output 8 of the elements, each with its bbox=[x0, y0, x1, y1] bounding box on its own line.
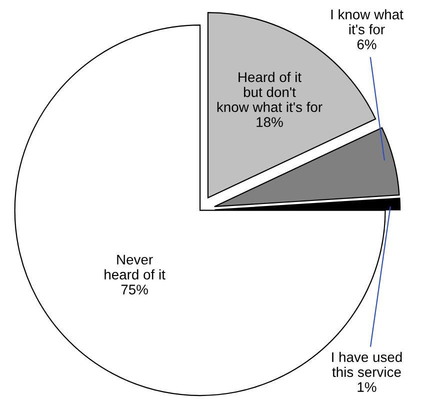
data-label: 18% bbox=[256, 117, 283, 127]
slice-label: Never heard of it bbox=[104, 254, 166, 280]
data-label: 75% bbox=[121, 284, 148, 294]
data-label: 6% bbox=[357, 39, 376, 50]
slice-label: I know what it's for bbox=[331, 9, 404, 34]
data-label: 1% bbox=[358, 382, 376, 392]
slice-label: I have used this service bbox=[332, 352, 402, 378]
slice-label: Heard of it but don't know what it's for bbox=[217, 72, 322, 112]
